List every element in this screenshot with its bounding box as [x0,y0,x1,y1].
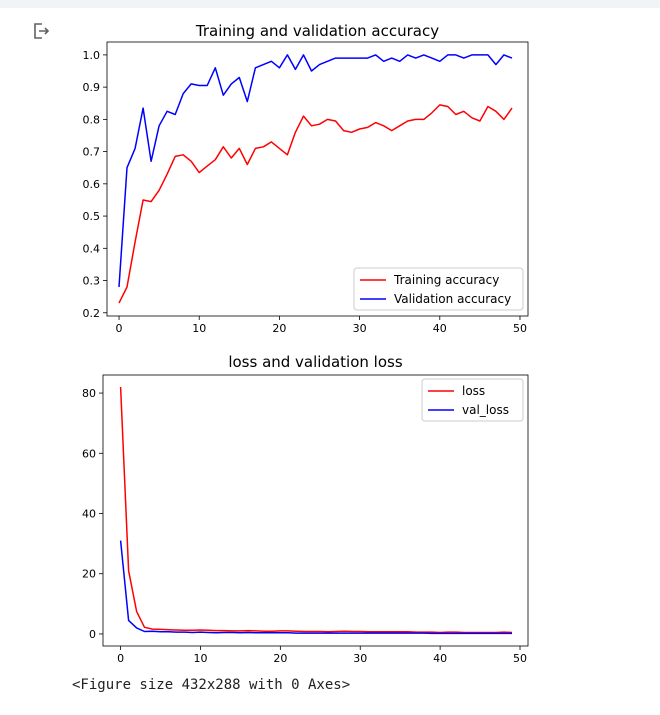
x-tick-label: 20 [273,652,287,665]
x-tick-label: 0 [116,322,123,335]
y-tick-label: 0 [89,628,96,641]
figure-size-caption: <Figure size 432x288 with 0 Axes> [72,677,350,693]
legend: Training accuracy Validation accuracy [354,268,523,310]
y-tick-label: 0.6 [83,178,101,191]
x-tick-label: 40 [433,322,447,335]
x-tick-label: 20 [272,322,286,335]
x-tick-label: 30 [353,652,367,665]
chart-title: loss and validation loss [228,353,403,371]
y-tick-label: 0.8 [83,113,101,126]
chart-1: Training and validation accuracy 0 10 20 30 4… [83,22,529,335]
y-tick-label: 0.3 [83,275,101,288]
legend: loss val_loss [422,379,523,421]
y-tick-label: 0.2 [83,307,101,320]
legend-label: loss [462,384,485,398]
chart-2: loss and validation loss 0 10 20 30 40 50 0 20 40… [82,353,528,665]
y-tick-label: 40 [82,508,96,521]
y-tick-label: 60 [82,447,96,460]
y-tick-label: 0.9 [83,81,101,94]
x-tick-label: 50 [513,652,527,665]
x-tick-label: 10 [192,322,206,335]
y-tick-label: 0.5 [83,210,101,223]
x-tick-label: 0 [117,652,124,665]
series-line-val-loss [121,541,512,634]
y-tick-label: 20 [82,568,96,581]
y-tick-label: 0.4 [83,242,101,255]
series-line-validation-accuracy [119,55,512,287]
legend-label: val_loss [462,403,509,417]
chart-title: Training and validation accuracy [195,22,439,40]
figure-area: Training and validation accuracy 0 10 20 30 4… [0,0,660,675]
x-tick-label: 40 [433,652,447,665]
y-tick-label: 0.7 [83,146,101,159]
x-tick-label: 50 [513,322,527,335]
x-tick-label: 30 [353,322,367,335]
y-tick-label: 1.0 [83,49,101,62]
x-tick-label: 10 [193,652,207,665]
legend-label: Training accuracy [393,273,499,287]
series-line-loss [121,387,512,633]
y-tick-label: 80 [82,387,96,400]
legend-label: Validation accuracy [394,292,511,306]
